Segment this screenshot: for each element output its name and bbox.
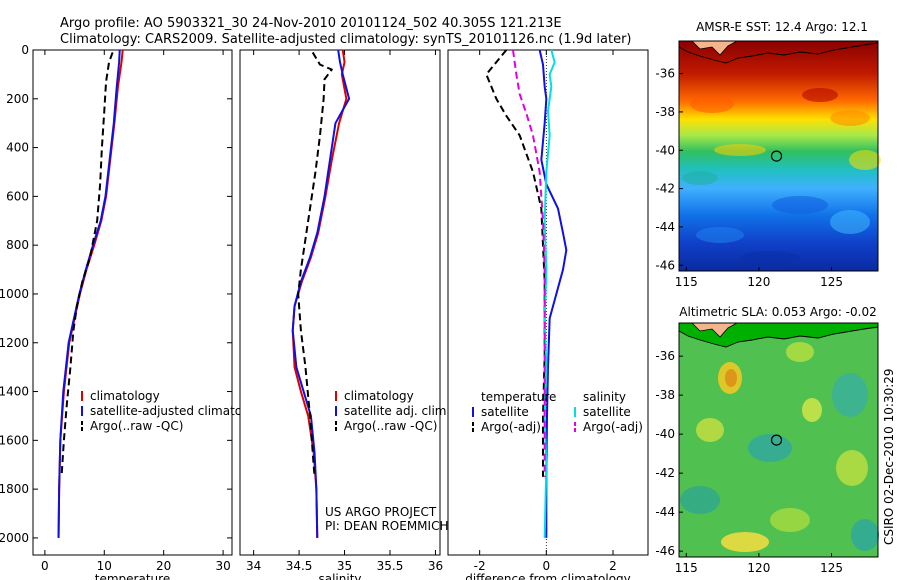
project-label-line1: US ARGO PROJECT <box>325 505 437 519</box>
sst-map-axes: 115 120 125 -36 -38 -40 -42 -44 -46 <box>655 67 843 289</box>
salinity-xtick-label: 35 <box>337 559 352 573</box>
sst-map-frame <box>678 40 879 272</box>
difference-series-temperature-satellite <box>538 49 568 538</box>
temperature-ytick-label: 200 <box>6 92 29 106</box>
temperature-ytick-label: 1800 <box>0 482 29 496</box>
sla-map-coastal-band <box>679 323 878 347</box>
temperature-ytick-label: 1600 <box>0 433 29 447</box>
sst-map-title: AMSR-E SST: 12.4 Argo: 12.1 <box>696 20 868 34</box>
temperature-panel: 0 10 20 30 0 200 400 600 800 1000 1200 1400 1600 1800… <box>0 43 268 580</box>
sla-map-coastline <box>678 326 879 348</box>
temperature-xtick-label: 20 <box>156 559 171 573</box>
salinity-xtick-label: 36 <box>428 559 443 573</box>
temperature-ytick-label: 2000 <box>0 531 29 545</box>
salinity-series-argo-raw-qc- <box>297 51 333 478</box>
sst_map-ytick-label: -40 <box>655 143 675 157</box>
sla-map-title: Altimetric SLA: 0.053 Argo: -0.02 <box>679 305 876 319</box>
temperature-ytick-label: 0 <box>21 43 29 57</box>
temperature-legend-label: satellite-adjusted climatology <box>90 404 268 418</box>
figure-title-line1: Argo profile: AO 5903321_30 24-Nov-2010 … <box>60 16 562 31</box>
temperature-axes-frame <box>32 49 233 556</box>
salinity-axes-frame <box>239 49 441 556</box>
sla_map-xtick-label: 115 <box>675 561 698 575</box>
sst-map <box>678 40 881 272</box>
sst_map-ytick-label: -36 <box>655 67 675 81</box>
difference-series-salinity-argo-adj- <box>512 49 546 477</box>
sst-map-coastline <box>678 42 879 64</box>
sst_map-ytick-label: -46 <box>655 258 675 272</box>
salinity-series-satellite-adj-clim- <box>291 49 351 538</box>
sla_map-ytick-label: -44 <box>655 505 675 519</box>
sla-map-axes: 115 120 125 -36 -38 -40 -42 -44 -46 <box>655 349 843 575</box>
difference-series-salinity-satellite <box>543 49 556 538</box>
sst_map-xtick-label: 125 <box>820 275 843 289</box>
figure-title-line2: Climatology: CARS2009. Satellite-adjuste… <box>60 32 632 47</box>
temperature-xlabel: temperature <box>95 572 170 580</box>
salinity-legend-label: Argo(..raw -QC) <box>344 419 437 433</box>
salinity-xlabel: salinity <box>318 572 361 580</box>
salinity-panel: 34 34.5 35 35.5 36 salinity climatologysatelli… <box>239 49 450 580</box>
temperature-ytick-label: 1400 <box>0 385 29 399</box>
sla-map <box>678 322 879 558</box>
temperature-ytick-label: 600 <box>6 189 29 203</box>
sst_map-ytick-label: -42 <box>655 182 675 196</box>
difference-xtick-label: 2 <box>609 559 617 573</box>
difference-xlabel: difference from climatology <box>465 572 631 580</box>
sla_map-xtick-label: 125 <box>820 561 843 575</box>
difference-legend-label: Argo(-adj) <box>583 420 643 434</box>
sst-map-argo-marker <box>770 150 783 162</box>
sla_map-xtick-label: 120 <box>747 561 770 575</box>
temperature-series-argo-raw-qc- <box>60 52 114 477</box>
temperature-ytick-label: 400 <box>6 141 29 155</box>
temperature-legend-label: climatology <box>90 389 160 403</box>
difference-legend-header-temperature: temperature <box>481 390 556 404</box>
temperature-xtick-label: 30 <box>215 559 230 573</box>
sla-map-texture <box>680 342 879 552</box>
sla_map-ytick-label: -38 <box>655 388 675 402</box>
salinity-xtick-label: 34.5 <box>286 559 313 573</box>
sla_map-ytick-label: -36 <box>655 349 675 363</box>
salinity-legend-label: satellite adj. clim. <box>344 404 450 418</box>
difference-xtick-label: -2 <box>474 559 486 573</box>
salinity-xtick-label: 35.5 <box>377 559 404 573</box>
difference-legend-header-salinity: salinity <box>583 390 626 404</box>
temperature-xtick-label: 0 <box>41 559 49 573</box>
sla-map-frame <box>678 322 879 558</box>
difference-legend-label: satellite <box>583 405 631 419</box>
sst-map-texture <box>682 88 881 265</box>
sst_map-ytick-label: -38 <box>655 105 675 119</box>
sla_map-ytick-label: -46 <box>655 544 675 558</box>
temperature-ytick-label: 1000 <box>0 287 29 301</box>
sla_map-ytick-label: -40 <box>655 427 675 441</box>
salinity-xtick-label: 34 <box>246 559 261 573</box>
temperature-ytick-label: 1200 <box>0 336 29 350</box>
project-label-line2: PI: DEAN ROEMMICH <box>325 519 448 533</box>
temperature-xtick-label: 10 <box>97 559 112 573</box>
difference-legend-label: Argo(-adj) <box>481 420 541 434</box>
sst_map-xtick-label: 115 <box>675 275 698 289</box>
salinity-legend-label: climatology <box>344 389 414 403</box>
difference-xtick-label: 0 <box>543 559 551 573</box>
temperature-ytick-label: 800 <box>6 238 29 252</box>
temperature-series-satellite-adjusted-climatology <box>57 49 121 538</box>
temperature-legend-label: Argo(..raw -QC) <box>90 419 183 433</box>
sst_map-ytick-label: -44 <box>655 220 675 234</box>
sla_map-ytick-label: -42 <box>655 466 675 480</box>
difference-axes-frame <box>447 49 649 556</box>
difference-legend-label: satellite <box>481 405 529 419</box>
sst_map-xtick-label: 120 <box>747 275 770 289</box>
sla-map-argo-marker <box>770 434 783 446</box>
credit-side-label: CSIRO 02-Dec-2010 10:30:29 <box>882 368 896 545</box>
